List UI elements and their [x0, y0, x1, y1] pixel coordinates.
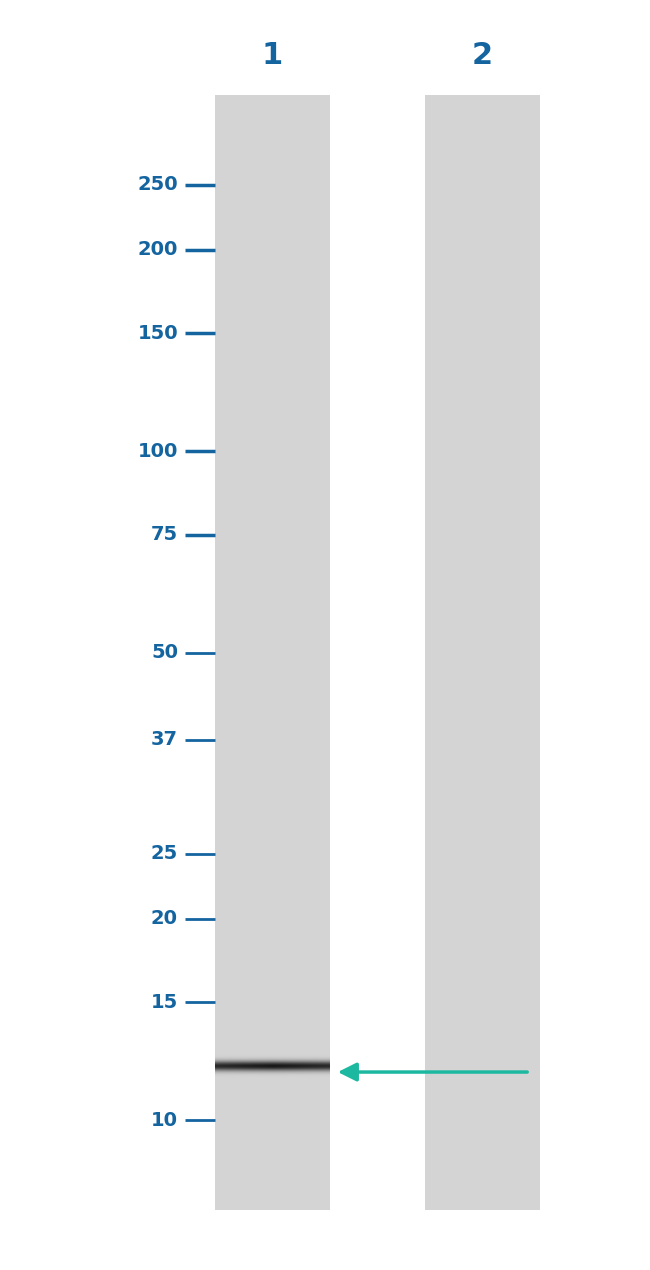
- Text: 37: 37: [151, 730, 178, 749]
- Text: 50: 50: [151, 643, 178, 662]
- Text: 20: 20: [151, 909, 178, 928]
- Text: 250: 250: [137, 175, 178, 194]
- Text: 150: 150: [137, 324, 178, 343]
- Bar: [215, 95, 330, 1210]
- Text: 10: 10: [151, 1110, 178, 1129]
- Text: 100: 100: [138, 442, 178, 461]
- Text: 75: 75: [151, 526, 178, 545]
- Text: 15: 15: [151, 993, 178, 1012]
- Text: 200: 200: [138, 240, 178, 259]
- Bar: [425, 95, 540, 1210]
- Text: 25: 25: [151, 845, 178, 864]
- Text: 1: 1: [262, 41, 283, 70]
- Text: 2: 2: [472, 41, 493, 70]
